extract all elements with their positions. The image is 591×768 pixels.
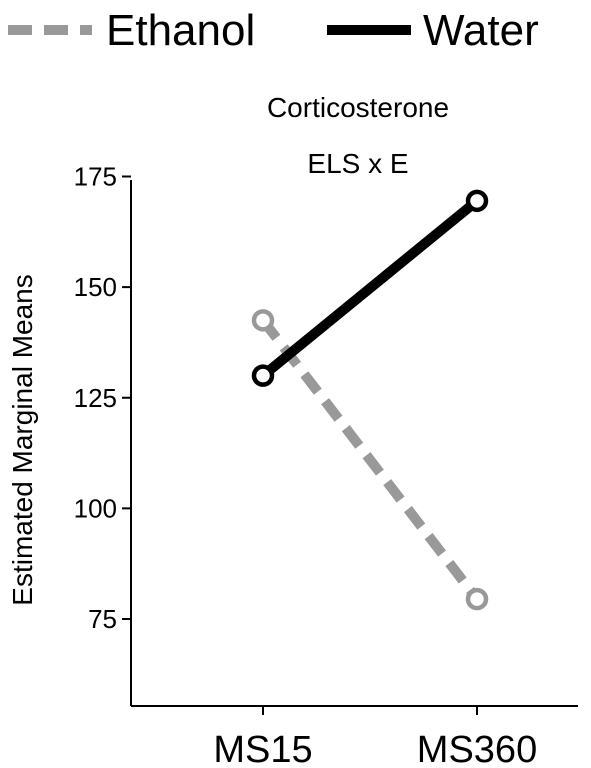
legend: Ethanol Water	[8, 6, 539, 55]
axes: 75 100 125 150 175 MS15 MS360	[74, 162, 578, 768]
data-point-ethanol	[251, 309, 275, 332]
y-tick-label: 175	[74, 162, 117, 192]
data-point-ethanol	[465, 587, 489, 611]
x-tick-label: MS360	[417, 729, 537, 768]
chart-title: Corticosterone	[267, 92, 449, 123]
data-point-water	[465, 189, 489, 213]
legend-label-water: Water	[423, 6, 539, 55]
data-point-water	[251, 364, 275, 387]
chart-subtitle: ELS x E	[307, 148, 408, 179]
y-axis-label: Estimated Marginal Means	[7, 274, 38, 605]
legend-label-ethanol: Ethanol	[106, 6, 255, 55]
x-tick-label: MS15	[213, 729, 312, 768]
y-tick-label: 150	[74, 272, 117, 302]
series-line-ethanol	[259, 317, 481, 603]
series-line-water	[259, 196, 481, 380]
y-tick-label: 75	[88, 604, 117, 634]
y-tick-label: 100	[74, 493, 117, 523]
y-tick-label: 125	[74, 383, 117, 413]
series-group	[251, 189, 489, 611]
